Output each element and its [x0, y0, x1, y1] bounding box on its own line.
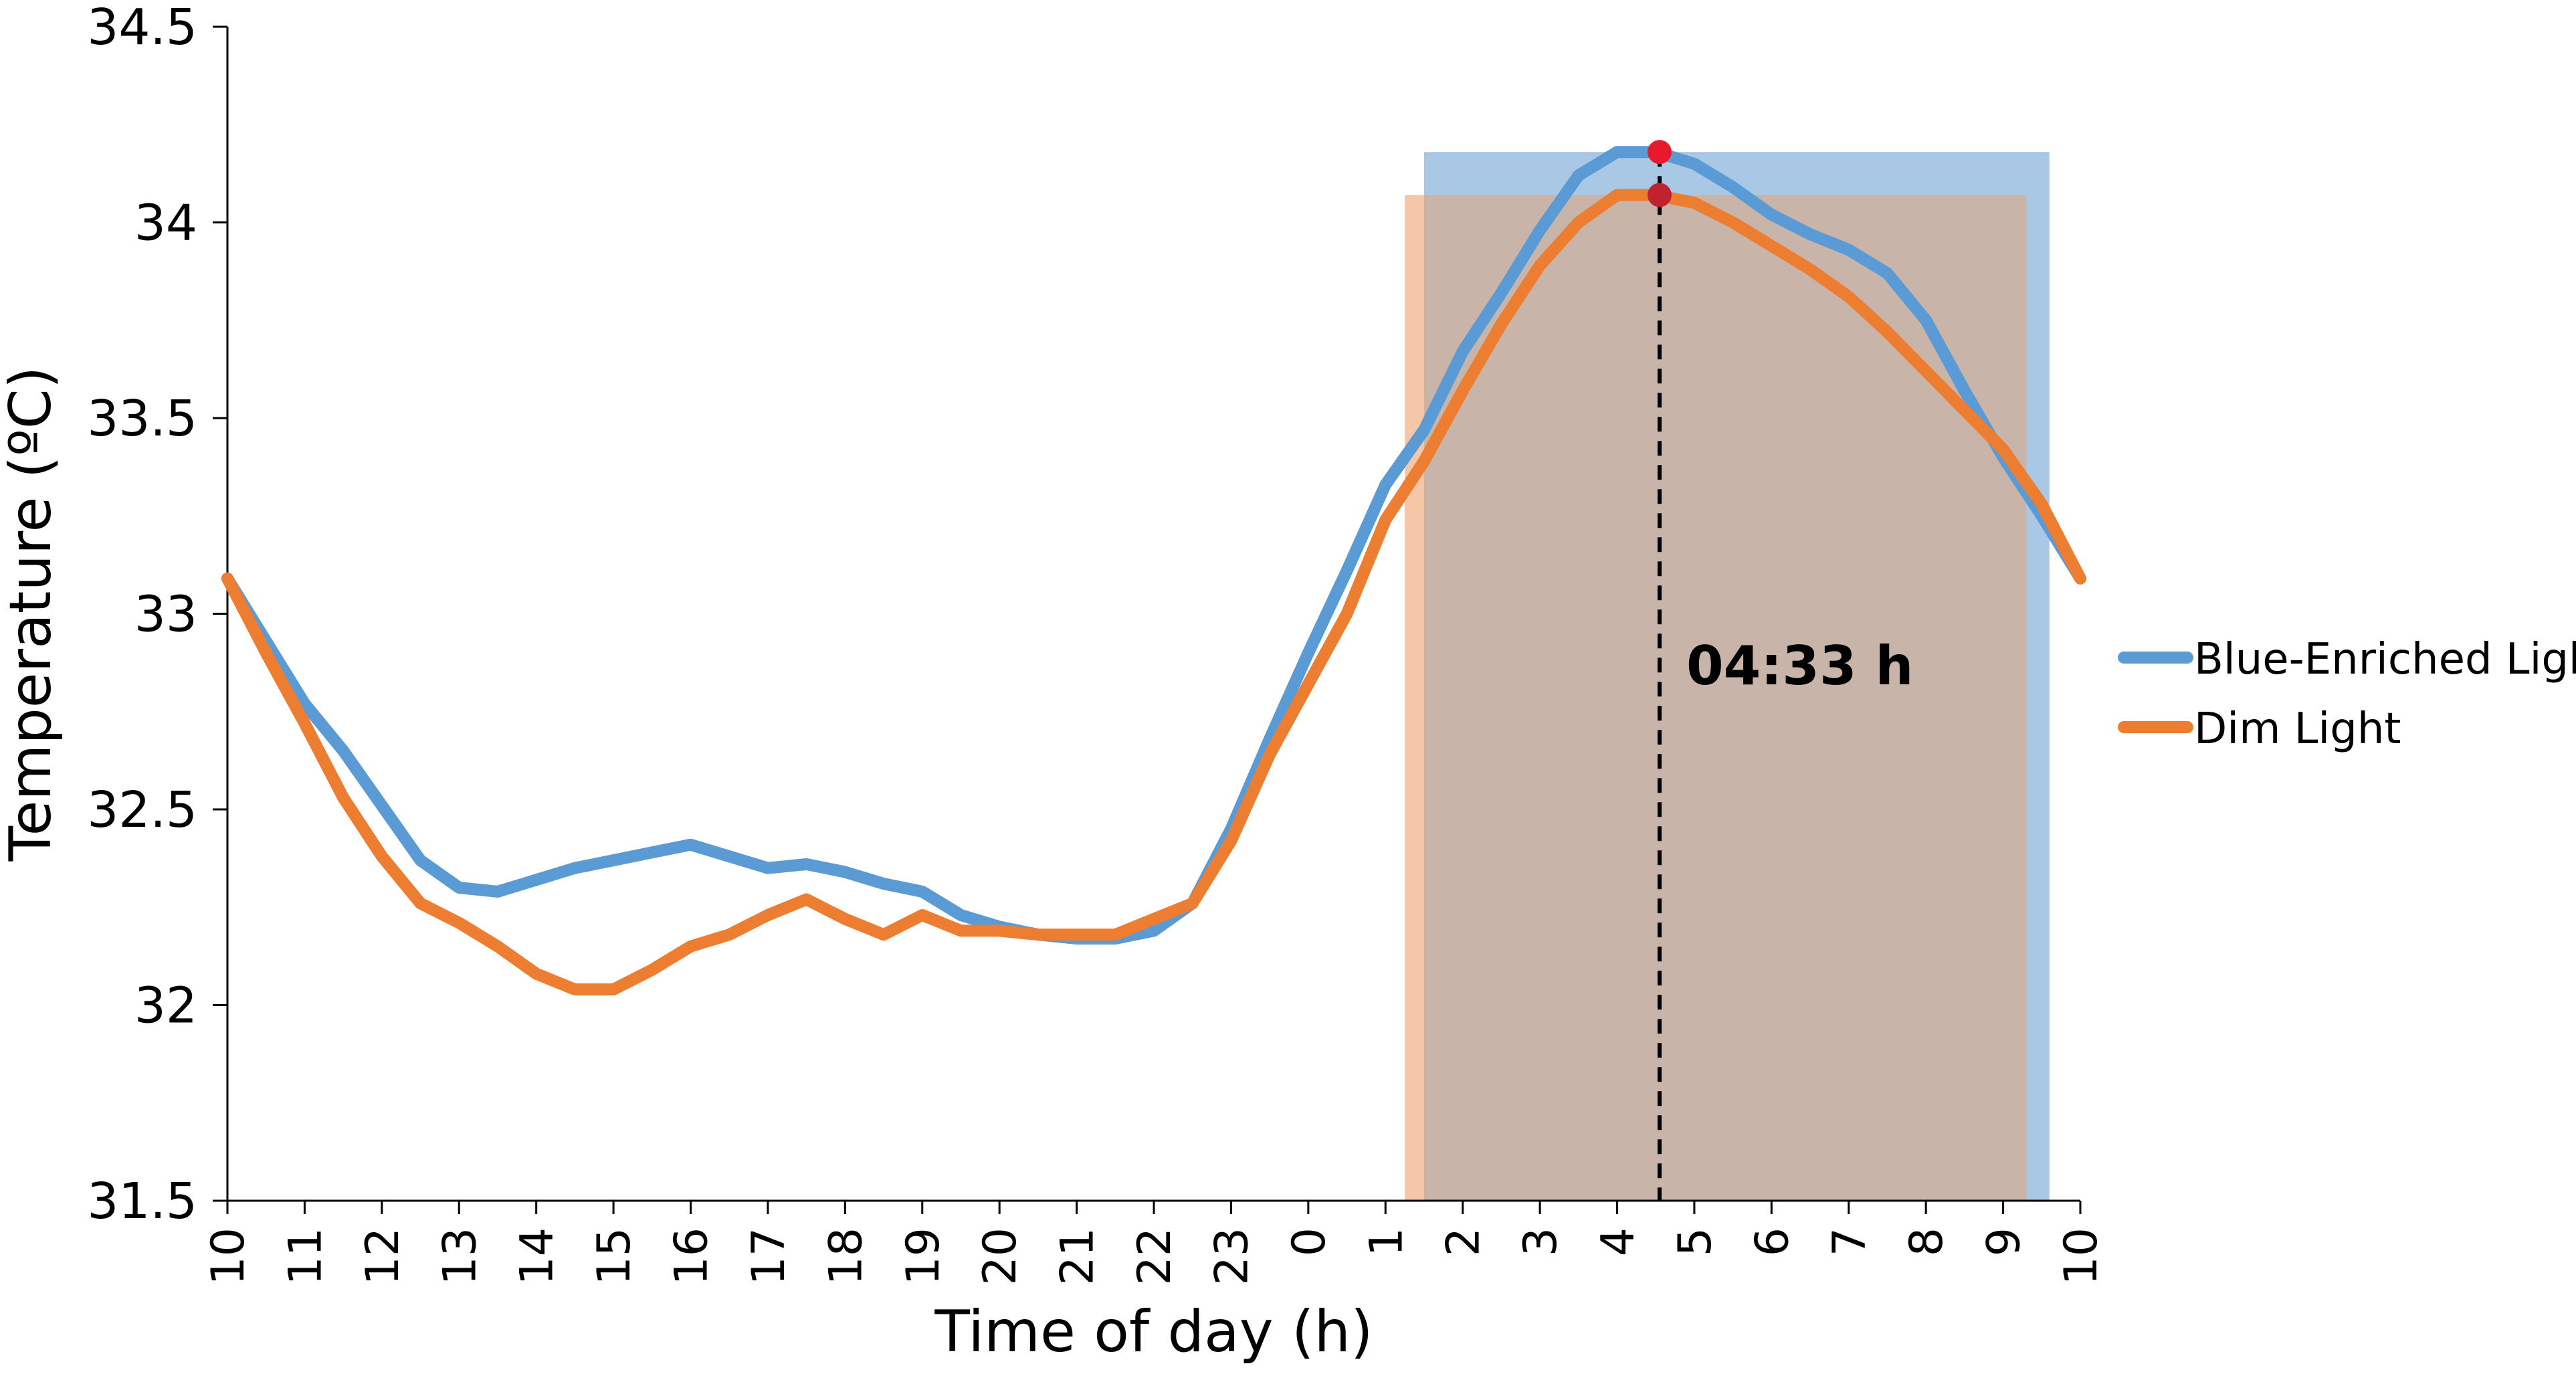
peak-time-annotation: 04:33 h	[1686, 635, 1913, 697]
x-tick-label: 20	[974, 1227, 1027, 1286]
y-tick-label: 32	[134, 977, 197, 1035]
x-tick-label: 13	[433, 1227, 486, 1286]
x-tick-label: 4	[1592, 1227, 1645, 1256]
y-tick-label: 34	[134, 195, 197, 252]
x-tick-label: 15	[588, 1227, 641, 1286]
x-tick-label: 5	[1669, 1227, 1722, 1256]
series-lines	[221, 146, 2086, 996]
x-tick-label: 17	[742, 1227, 795, 1286]
x-tick-label: 18	[819, 1227, 872, 1286]
x-tick-label: 19	[897, 1227, 950, 1286]
x-tick-label: 1	[1360, 1227, 1413, 1256]
series-line-blue-enriched	[221, 146, 2086, 945]
x-tick-label: 3	[1514, 1227, 1567, 1256]
y-tick-label: 31.5	[87, 1173, 197, 1230]
x-tick-label: 10	[2055, 1227, 2108, 1286]
legend-label: Blue-Enriched Light	[2194, 635, 2576, 684]
y-axis-label: Temperature (ºC)	[0, 367, 64, 862]
axis-labels: Temperature (ºC) Time of day (h) 04:33 h	[0, 367, 1913, 1365]
x-tick-label: 8	[1900, 1227, 1953, 1256]
x-tick-label: 2	[1438, 1227, 1490, 1256]
peak-marker	[1647, 140, 1672, 165]
x-tick-label: 22	[1128, 1227, 1181, 1286]
y-tick-label: 32.5	[87, 781, 197, 839]
x-tick-label: 0	[1283, 1227, 1336, 1256]
x-tick-label: 7	[1823, 1227, 1876, 1256]
x-tick-label: 6	[1746, 1227, 1799, 1256]
legend: Blue-Enriched Light Dim Light	[2118, 635, 2576, 754]
x-tick-label: 9	[1978, 1227, 2031, 1256]
y-tick-label: 34.5	[87, 0, 197, 56]
x-tick-label: 23	[1205, 1227, 1258, 1286]
peak-marker	[1647, 183, 1672, 207]
y-tick-label: 33.5	[87, 390, 197, 448]
peak-markers	[1647, 140, 1672, 1201]
x-tick-label: 10	[202, 1227, 255, 1286]
x-tick-label: 11	[279, 1227, 332, 1286]
y-tick-label: 33	[134, 586, 197, 644]
series-line-dim	[221, 189, 2086, 996]
legend-label: Dim Light	[2194, 704, 2401, 754]
x-tick-label: 16	[666, 1227, 718, 1286]
x-tick-label: 21	[1052, 1227, 1104, 1286]
x-tick-label: 12	[357, 1227, 409, 1286]
x-tick-label: 14	[511, 1227, 564, 1286]
x-axis-label: Time of day (h)	[934, 1298, 1373, 1365]
